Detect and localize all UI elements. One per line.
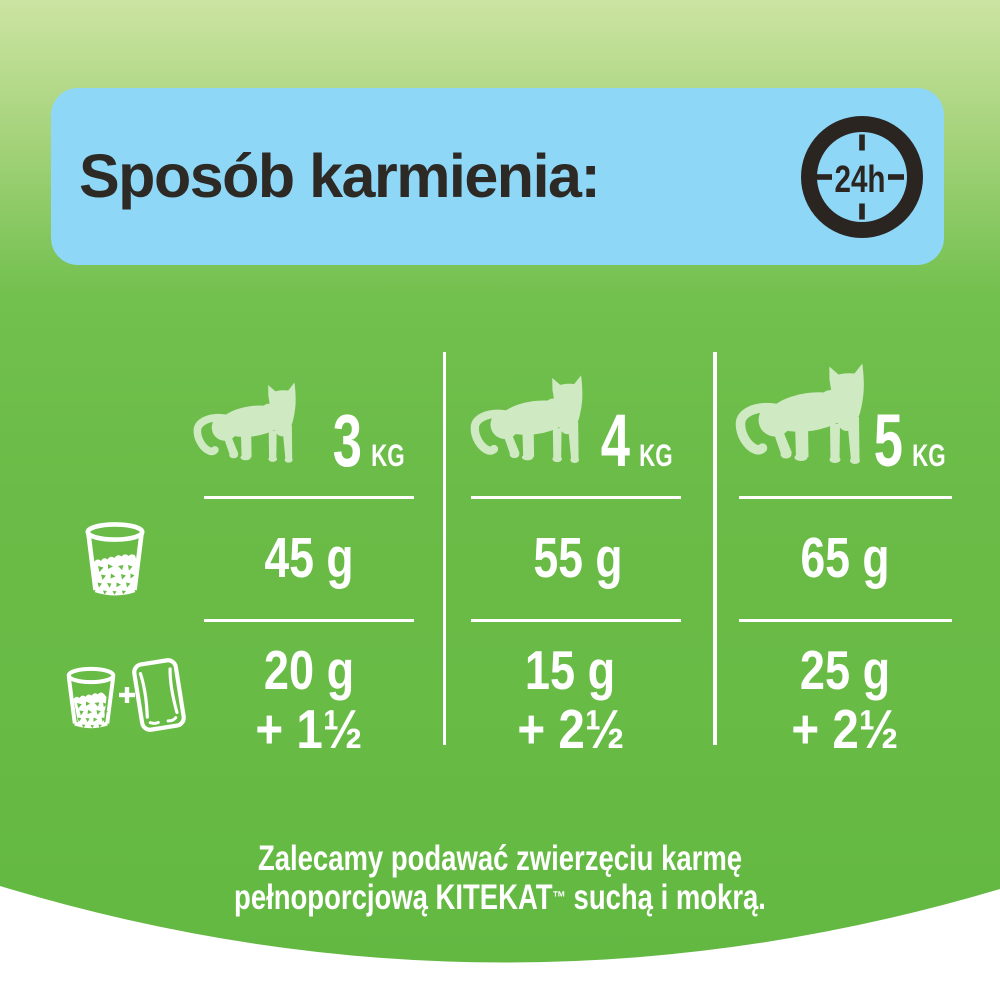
svg-text:24h: 24h <box>834 159 885 201</box>
